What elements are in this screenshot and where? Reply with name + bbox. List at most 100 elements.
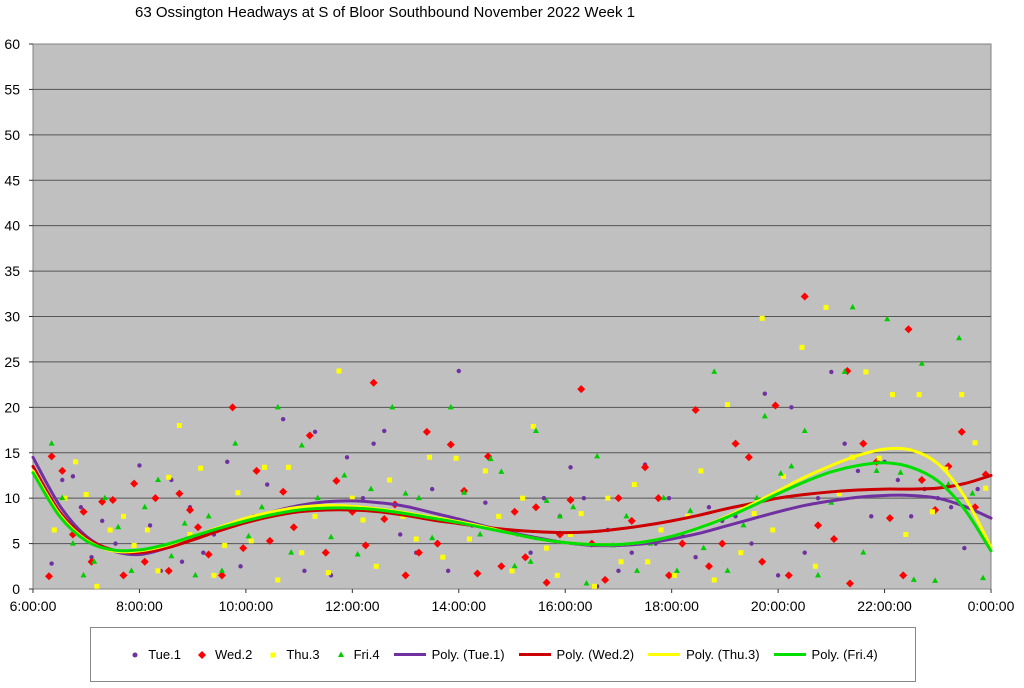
point-thu-3 <box>496 514 501 519</box>
point-thu-3 <box>863 369 868 374</box>
point-thu-3 <box>132 543 137 548</box>
point-tue-1 <box>225 460 229 464</box>
point-thu-3 <box>877 456 882 461</box>
point-tue-1 <box>763 392 767 396</box>
legend-item-wed-2: Wed.2 <box>195 647 252 662</box>
point-thu-3 <box>659 527 664 532</box>
legend-item-tue-1: Tue.1 <box>128 647 181 662</box>
point-tue-1 <box>79 505 83 509</box>
point-tue-1 <box>568 465 572 469</box>
point-tue-1 <box>803 550 807 554</box>
point-tue-1 <box>238 564 242 568</box>
point-thu-3 <box>286 465 291 470</box>
y-tick-label: 25 <box>4 354 20 370</box>
point-thu-3 <box>555 573 560 578</box>
x-tick-label: 14:00:00 <box>432 598 487 614</box>
y-tick-label: 15 <box>4 445 20 461</box>
point-thu-3 <box>198 466 203 471</box>
point-tue-1 <box>842 441 846 445</box>
point-tue-1 <box>382 429 386 433</box>
legend-item-poly-fri-4: Poly. (Fri.4) <box>774 647 878 662</box>
x-tick-label: 6:00:00 <box>10 598 57 614</box>
point-tue-1 <box>302 569 306 573</box>
point-tue-1 <box>667 496 671 500</box>
point-thu-3 <box>156 568 161 573</box>
point-tue-1 <box>869 514 873 518</box>
legend-marker <box>334 649 348 661</box>
point-thu-3 <box>177 423 182 428</box>
point-tue-1 <box>113 541 117 545</box>
y-tick-label: 60 <box>4 36 20 52</box>
point-tue-1 <box>528 550 532 554</box>
chart-area: 0510152025303540455055606:00:00 8:00:00 10… <box>0 0 1024 625</box>
point-tue-1 <box>100 519 104 523</box>
point-tue-1 <box>180 560 184 564</box>
point-tue-1 <box>829 370 833 374</box>
point-thu-3 <box>672 573 677 578</box>
point-thu-3 <box>890 392 895 397</box>
point-thu-3 <box>235 490 240 495</box>
point-thu-3 <box>760 316 765 321</box>
legend-line <box>519 653 551 656</box>
point-tue-1 <box>630 550 634 554</box>
legend-line <box>774 653 806 656</box>
y-tick-label: 50 <box>4 127 20 143</box>
point-thu-3 <box>73 459 78 464</box>
point-thu-3 <box>645 559 650 564</box>
point-thu-3 <box>903 532 908 537</box>
point-thu-3 <box>483 468 488 473</box>
legend-label: Poly. (Tue.1) <box>432 647 505 662</box>
point-thu-3 <box>52 527 57 532</box>
point-thu-3 <box>632 482 637 487</box>
x-tick-label: 18:00:00 <box>644 598 699 614</box>
y-tick-label: 30 <box>4 309 20 325</box>
point-tue-1 <box>776 573 780 577</box>
point-thu-3 <box>121 514 126 519</box>
point-thu-3 <box>108 527 113 532</box>
point-thu-3 <box>520 496 525 501</box>
y-tick-label: 45 <box>4 172 20 188</box>
point-thu-3 <box>510 568 515 573</box>
point-tue-1 <box>60 478 64 482</box>
point-thu-3 <box>326 570 331 575</box>
point-thu-3 <box>531 424 536 429</box>
point-thu-3 <box>983 486 988 491</box>
legend-item-fri-4: Fri.4 <box>334 647 380 662</box>
point-tue-1 <box>137 463 141 467</box>
legend-marker <box>266 649 280 661</box>
point-thu-3 <box>752 511 757 516</box>
point-tue-1 <box>49 561 53 565</box>
x-tick-label: 22:00:00 <box>857 598 912 614</box>
point-tue-1 <box>483 501 487 505</box>
legend-line <box>648 653 680 656</box>
point-thu-3 <box>427 455 432 460</box>
legend-item-thu-3: Thu.3 <box>266 647 319 662</box>
legend-marker <box>195 649 209 661</box>
point-tue-1 <box>265 482 269 486</box>
point-thu-3 <box>592 584 597 589</box>
point-thu-3 <box>166 475 171 480</box>
point-thu-3 <box>800 345 805 350</box>
point-thu-3 <box>275 577 280 582</box>
point-tue-1 <box>949 505 953 509</box>
point-tue-1 <box>749 541 753 545</box>
point-thu-3 <box>698 468 703 473</box>
x-tick-label: 16:00:00 <box>538 598 593 614</box>
point-thu-3 <box>579 511 584 516</box>
point-thu-3 <box>712 577 717 582</box>
point-thu-3 <box>222 543 227 548</box>
point-thu-3 <box>770 527 775 532</box>
point-thu-3 <box>262 465 267 470</box>
point-thu-3 <box>725 402 730 407</box>
legend-label: Fri.4 <box>354 647 380 662</box>
point-tue-1 <box>71 474 75 478</box>
y-tick-label: 5 <box>12 536 20 552</box>
point-thu-3 <box>313 514 318 519</box>
point-thu-3 <box>824 305 829 310</box>
point-thu-3 <box>440 555 445 560</box>
point-tue-1 <box>707 505 711 509</box>
point-tue-1 <box>457 369 461 373</box>
point-tue-1 <box>962 546 966 550</box>
point-thu-3 <box>414 537 419 542</box>
point-tue-1 <box>816 496 820 500</box>
